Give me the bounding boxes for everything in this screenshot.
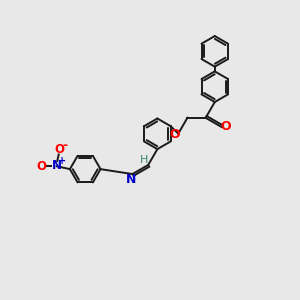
Text: +: + bbox=[58, 156, 66, 166]
Text: O: O bbox=[169, 128, 180, 141]
Text: O: O bbox=[54, 143, 64, 156]
Text: N: N bbox=[52, 159, 62, 172]
Text: -: - bbox=[62, 139, 67, 152]
Text: O: O bbox=[36, 160, 46, 173]
Text: H: H bbox=[140, 154, 148, 165]
Text: N: N bbox=[126, 173, 136, 186]
Text: O: O bbox=[220, 120, 231, 133]
